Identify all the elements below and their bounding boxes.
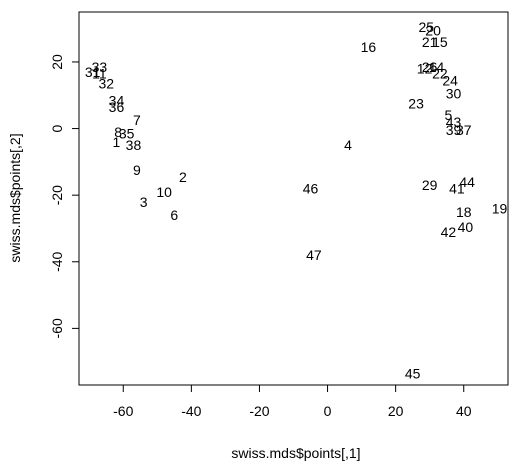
point-label-20: 20 xyxy=(425,22,441,38)
point-label-10: 10 xyxy=(156,184,172,200)
point-label-4: 4 xyxy=(344,137,352,153)
point-label-35: 35 xyxy=(119,126,135,142)
x-tick-label: 0 xyxy=(324,403,332,419)
point-label-8: 8 xyxy=(114,124,122,140)
point-label-30: 30 xyxy=(446,86,462,102)
point-label-6: 6 xyxy=(170,207,178,223)
point-label-15: 15 xyxy=(432,34,448,50)
x-tick-label: -20 xyxy=(249,403,269,419)
point-label-33: 33 xyxy=(92,59,108,75)
point-label-43: 43 xyxy=(446,114,462,130)
y-tick-label: -60 xyxy=(49,318,65,338)
point-label-32: 32 xyxy=(98,76,114,92)
point-label-23: 23 xyxy=(408,96,424,112)
point-label-14: 14 xyxy=(429,59,445,75)
point-label-47: 47 xyxy=(306,247,322,263)
point-label-1: 1 xyxy=(113,134,121,150)
point-label-24: 24 xyxy=(442,72,458,88)
point-label-36: 36 xyxy=(109,99,125,115)
y-tick-label: -20 xyxy=(49,185,65,205)
point-label-31: 31 xyxy=(85,64,101,80)
point-label-3: 3 xyxy=(140,194,148,210)
point-label-39: 39 xyxy=(446,122,462,138)
point-label-18: 18 xyxy=(456,204,472,220)
point-label-38: 38 xyxy=(126,137,142,153)
point-label-45: 45 xyxy=(405,365,421,381)
point-label-46: 46 xyxy=(303,181,319,197)
x-tick-label: 40 xyxy=(456,403,472,419)
point-label-29: 29 xyxy=(422,177,438,193)
point-label-19: 19 xyxy=(492,200,508,216)
point-label-5: 5 xyxy=(445,107,453,123)
point-label-21: 21 xyxy=(422,34,438,50)
x-tick-label: -40 xyxy=(181,403,201,419)
x-tick-label: -60 xyxy=(113,403,133,419)
y-axis: -60 -40 -20 0 20 xyxy=(49,54,80,339)
y-tick-label: 20 xyxy=(49,54,65,70)
x-tick-label: 20 xyxy=(388,403,404,419)
point-label-44: 44 xyxy=(459,174,475,190)
point-label-11: 11 xyxy=(92,66,107,82)
point-label-25: 25 xyxy=(418,19,434,35)
y-tick-label: -40 xyxy=(49,251,65,271)
x-axis-label: swiss.mds$points[,1] xyxy=(231,445,360,461)
point-label-9: 9 xyxy=(133,162,141,178)
point-label-34: 34 xyxy=(109,92,125,108)
point-label-40: 40 xyxy=(458,219,474,235)
point-label-41: 41 xyxy=(449,181,465,197)
y-axis-label: swiss.mds$points[,2] xyxy=(7,133,23,262)
x-axis: -60 -40 -20 0 20 40 xyxy=(113,384,472,419)
point-label-26: 26 xyxy=(422,59,438,75)
point-label-22: 22 xyxy=(432,66,448,82)
point-label-37: 37 xyxy=(456,122,472,138)
point-label-2: 2 xyxy=(179,169,187,185)
point-label-7: 7 xyxy=(133,112,141,128)
point-label-16: 16 xyxy=(361,39,377,55)
point-label-12: 12 xyxy=(417,61,433,77)
y-tick-label: 0 xyxy=(49,124,65,132)
point-label-42: 42 xyxy=(441,224,457,240)
